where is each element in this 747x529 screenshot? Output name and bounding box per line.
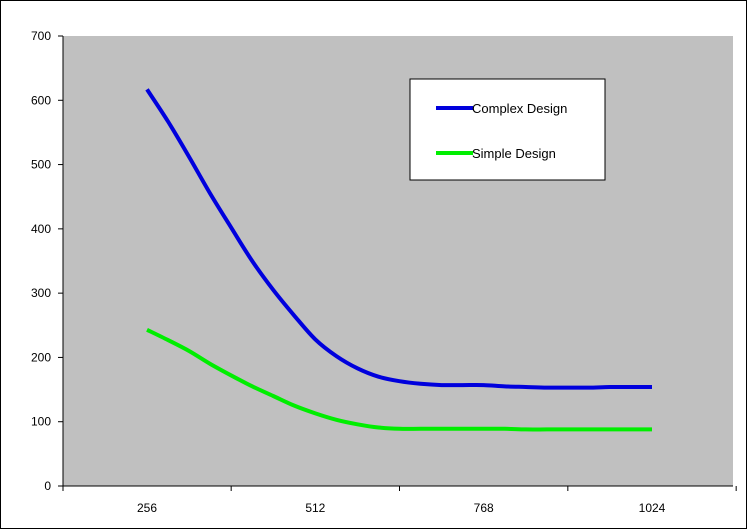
x-tick-label: 768 <box>474 501 494 515</box>
y-tick-label: 500 <box>31 158 51 172</box>
x-tick-label: 512 <box>305 501 325 515</box>
legend-label: Complex Design <box>472 101 567 116</box>
y-tick-label: 200 <box>31 350 51 364</box>
plot-area <box>63 36 733 486</box>
y-axis-ticks: 0 100 200 300 400 500 600 700 <box>31 29 63 493</box>
legend-box <box>409 78 606 181</box>
series-lines <box>145 88 653 432</box>
y-tick-label: 0 <box>44 479 51 493</box>
y-tick-label: 700 <box>31 29 51 43</box>
y-tick-label: 400 <box>31 222 51 236</box>
x-axis-ticks: 256 512 768 1024 <box>62 486 737 515</box>
y-tick-label: 100 <box>31 415 51 429</box>
y-tick-label: 300 <box>31 286 51 300</box>
legend-label: Simple Design <box>472 146 556 161</box>
legend: Complex Design Simple Design <box>409 78 606 181</box>
x-tick-label: 1024 <box>639 501 666 515</box>
y-tick-label: 600 <box>31 93 51 107</box>
x-tick-label: 256 <box>137 501 157 515</box>
